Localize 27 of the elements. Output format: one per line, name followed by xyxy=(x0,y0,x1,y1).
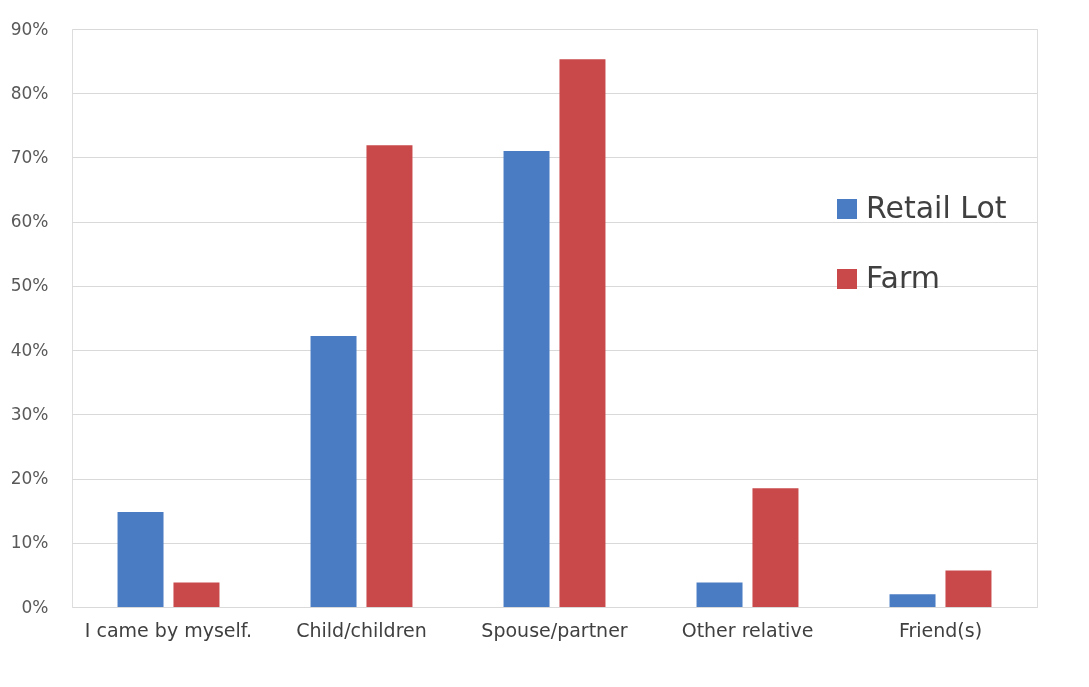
bar xyxy=(310,335,357,607)
y-tick-label: 20% xyxy=(10,468,49,489)
bar xyxy=(503,151,550,607)
bar xyxy=(173,582,220,607)
x-tick-label: Other relative xyxy=(681,618,814,641)
x-tick-label: Child/children xyxy=(296,618,427,641)
y-tick-label: 0% xyxy=(21,596,49,617)
bar xyxy=(945,570,992,607)
bar xyxy=(696,582,743,607)
legend-label: Farm xyxy=(866,260,940,295)
bar xyxy=(117,511,164,607)
y-tick-label: 60% xyxy=(10,211,49,232)
y-tick-label: 30% xyxy=(10,403,49,424)
bar xyxy=(752,488,799,607)
x-tick-label: Friend(s) xyxy=(898,618,983,641)
y-tick-label: 70% xyxy=(10,146,49,167)
y-tick-label: 80% xyxy=(10,82,49,103)
y-tick-label: 50% xyxy=(10,275,49,296)
bar xyxy=(366,145,413,607)
x-tick-label: I came by myself. xyxy=(84,618,253,641)
bar xyxy=(889,594,936,607)
x-tick-label: Spouse/partner xyxy=(481,618,628,641)
legend-label: Retail Lot xyxy=(866,190,1007,225)
y-tick-label: 90% xyxy=(10,18,49,39)
bar xyxy=(559,59,606,607)
y-tick-label: 40% xyxy=(10,339,49,360)
y-tick-label: 10% xyxy=(10,532,49,553)
